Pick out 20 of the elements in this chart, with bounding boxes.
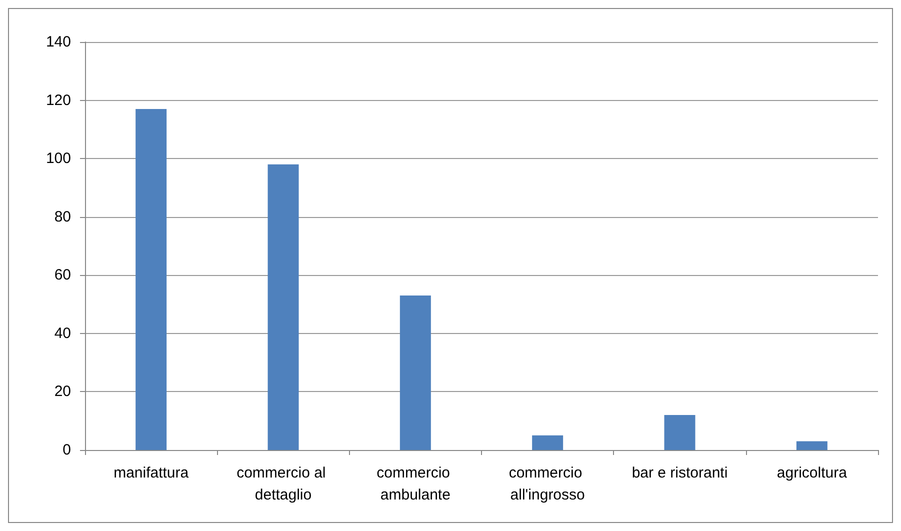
x-tick-label: manifattura: [114, 464, 190, 482]
x-tick-label: bar e ristoranti: [632, 464, 728, 482]
bar: [532, 435, 564, 450]
y-tick-label: 20: [54, 383, 71, 400]
y-tick-label: 120: [46, 92, 71, 109]
y-tick-label: 100: [46, 150, 71, 168]
bar: [400, 296, 431, 450]
bar: [268, 164, 299, 450]
y-tick-label: 40: [54, 324, 71, 342]
x-tick-label: commercio al dettaglio: [236, 464, 330, 504]
y-tick-label: 0: [62, 442, 71, 458]
y-tick-label: 140: [46, 34, 71, 50]
y-tick-label: 60: [54, 266, 71, 284]
x-tick-label: commercio all'ingrosso: [508, 464, 586, 504]
y-tick-label: 80: [54, 208, 71, 226]
bar: [136, 109, 167, 450]
bar: [664, 415, 696, 450]
x-tick-label: commercio ambulante: [376, 464, 454, 504]
bar: [796, 441, 828, 450]
x-tick-label: agricoltura: [776, 464, 848, 482]
